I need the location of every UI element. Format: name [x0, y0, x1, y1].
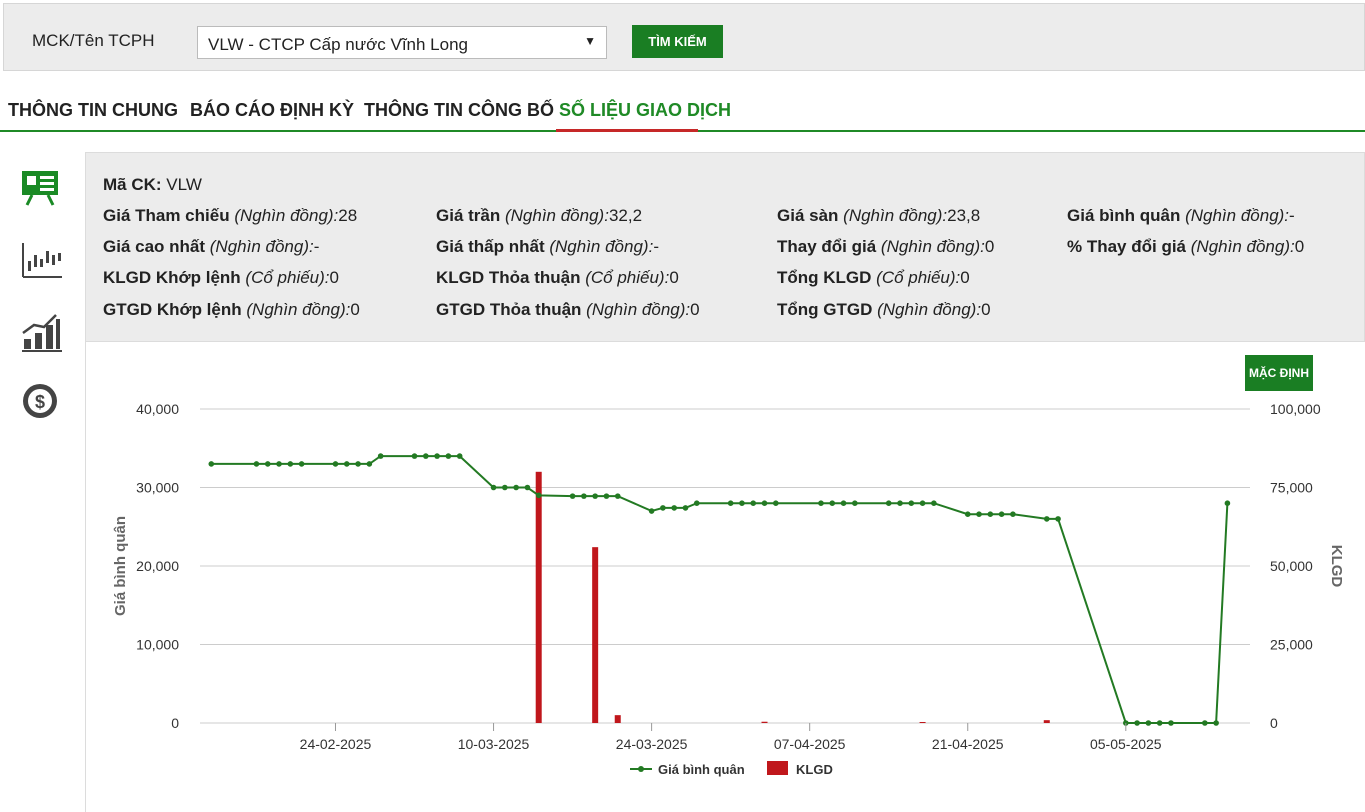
info-unit: (Nghìn đồng): — [880, 237, 985, 256]
info-value: 0 — [690, 300, 700, 319]
info-value: 0 — [350, 300, 360, 319]
info-label: Tổng GTGD — [777, 300, 873, 319]
tab-trading-data[interactable]: SỐ LIỆU GIAO DỊCH — [559, 100, 732, 120]
growth-bar-chart-icon[interactable] — [18, 309, 66, 357]
info-label: Giá bình quân — [1067, 206, 1181, 225]
tab-general-info[interactable]: THÔNG TIN CHUNG — [8, 100, 178, 120]
info-unit: (Nghìn đồng): — [209, 237, 314, 256]
info-unit: (Nghìn đồng): — [1185, 206, 1290, 225]
info-item: Giá sàn (Nghìn đồng):23,8 — [777, 206, 980, 226]
svg-text:$: $ — [35, 392, 45, 412]
ticker-value: VLW — [166, 175, 202, 194]
company-select[interactable]: VLW - CTCP Cấp nước Vĩnh Long ▼ — [197, 26, 607, 59]
info-label: Giá sàn — [777, 206, 839, 225]
tab-periodic-reports[interactable]: BÁO CÁO ĐỊNH KỲ — [190, 100, 355, 120]
info-value: 0 — [1294, 237, 1305, 256]
info-item: Giá Tham chiếu (Nghìn đồng):28 — [103, 206, 357, 226]
info-unit: (Nghìn đồng): — [234, 206, 339, 225]
trading-info-panel: Mã CK: VLW Giá Tham chiếu (Nghìn đồng):2… — [85, 152, 1365, 342]
info-label: KLGD Khớp lệnh — [103, 268, 241, 287]
info-value: 0 — [669, 268, 679, 287]
tab-disclosures[interactable]: THÔNG TIN CÔNG BỐ — [364, 100, 554, 120]
candlestick-chart-icon[interactable] — [18, 237, 66, 285]
chart-container — [85, 342, 1365, 812]
dollar-coin-icon[interactable]: $ — [18, 377, 66, 425]
info-label: % Thay đổi giá — [1067, 237, 1187, 256]
info-value: 23,8 — [947, 206, 981, 225]
info-item: Giá bình quân (Nghìn đồng):- — [1067, 206, 1295, 226]
info-unit: (Nghìn đồng): — [549, 237, 654, 256]
info-unit: (Nghìn đồng): — [586, 300, 691, 319]
info-label: GTGD Khớp lệnh — [103, 300, 242, 319]
search-button[interactable]: TÌM KIẾM — [632, 25, 723, 58]
info-label: Thay đổi giá — [777, 237, 877, 256]
info-item: Giá cao nhất (Nghìn đồng):- — [103, 237, 319, 257]
info-unit: (Cổ phiếu): — [245, 268, 330, 287]
info-value: - — [1289, 206, 1295, 225]
reset-default-button[interactable]: MẶC ĐỊNH — [1245, 355, 1313, 391]
info-unit: (Nghìn đồng): — [504, 206, 609, 225]
info-item: Giá thấp nhất (Nghìn đồng):- — [436, 237, 659, 257]
company-select-value: VLW - CTCP Cấp nước Vĩnh Long — [208, 35, 469, 54]
info-unit: (Cổ phiếu): — [585, 268, 670, 287]
info-item: GTGD Thỏa thuận (Nghìn đồng):0 — [436, 300, 700, 320]
info-label: Giá thấp nhất — [436, 237, 545, 256]
info-unit: (Nghìn đồng): — [1190, 237, 1295, 256]
info-unit: (Cổ phiếu): — [876, 268, 961, 287]
ticker-field: Mã CK: VLW — [103, 175, 202, 195]
info-unit: (Nghìn đồng): — [843, 206, 948, 225]
info-value: 32,2 — [608, 206, 643, 225]
info-label: Giá Tham chiếu — [103, 206, 230, 225]
info-value: 0 — [984, 237, 995, 256]
info-label: GTGD Thỏa thuận — [436, 300, 582, 319]
info-value: 0 — [329, 268, 339, 287]
search-label: MCK/Tên TCPH — [32, 31, 155, 50]
info-label: Tổng KLGD — [777, 268, 872, 287]
info-item: Thay đổi giá (Nghìn đồng):0 — [777, 237, 994, 257]
info-label: Giá trần — [436, 206, 501, 225]
info-unit: (Nghìn đồng): — [246, 300, 351, 319]
info-value: 0 — [960, 268, 970, 287]
info-item: Tổng KLGD (Cổ phiếu):0 — [777, 268, 970, 288]
info-value: - — [313, 237, 320, 256]
search-bar: MCK/Tên TCPH VLW - CTCP Cấp nước Vĩnh Lo… — [3, 3, 1365, 71]
info-value: 0 — [981, 300, 991, 319]
info-label: Giá cao nhất — [103, 237, 206, 256]
info-unit: (Nghìn đồng): — [877, 300, 982, 319]
info-item: Tổng GTGD (Nghìn đồng):0 — [777, 300, 991, 320]
info-item: Giá trần (Nghìn đồng):32,2 — [436, 206, 642, 226]
tab-bar: THÔNG TIN CHUNG BÁO CÁO ĐỊNH KỲ THÔNG TI… — [0, 84, 1365, 132]
info-item: GTGD Khớp lệnh (Nghìn đồng):0 — [103, 300, 360, 320]
presentation-board-icon[interactable] — [18, 165, 66, 213]
info-label: KLGD Thỏa thuận — [436, 268, 581, 287]
dropdown-caret-icon: ▼ — [584, 34, 596, 48]
info-item: KLGD Khớp lệnh (Cổ phiếu):0 — [103, 268, 339, 288]
info-value: 28 — [338, 206, 358, 225]
info-value: - — [653, 237, 659, 256]
active-tab-indicator — [556, 129, 698, 132]
ticker-label: Mã CK: — [103, 175, 162, 194]
info-item: KLGD Thỏa thuận (Cổ phiếu):0 — [436, 268, 679, 288]
info-item: % Thay đổi giá (Nghìn đồng):0 — [1067, 237, 1304, 257]
